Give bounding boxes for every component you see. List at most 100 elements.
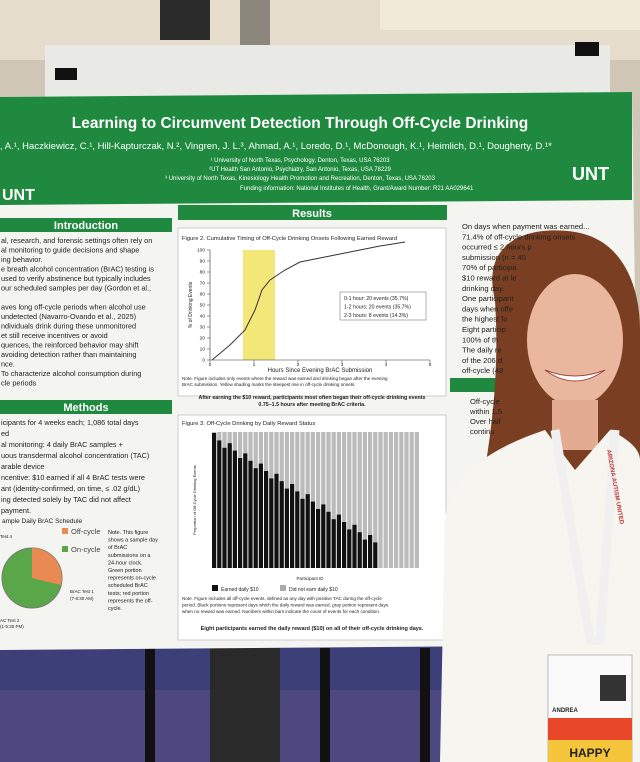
easel-leg: [420, 648, 430, 762]
pie-label: Test 4: [0, 534, 13, 539]
figure-note: when no reward was earned. Numbers withi…: [182, 609, 380, 614]
bar: [212, 433, 217, 568]
body-text: aves long off-cycle periods when alcohol…: [1, 303, 146, 312]
bar-background: [331, 432, 336, 568]
bar: [352, 524, 357, 568]
bar: [295, 491, 300, 568]
bar: [362, 539, 367, 568]
bar: [269, 478, 274, 568]
legend-swatch: [280, 585, 286, 591]
bar: [227, 443, 232, 568]
badge-stripe: [548, 740, 632, 762]
authors: , A.¹, Haczkiewicz, C.¹, Hill-Kapturczak…: [0, 141, 552, 152]
pie-label: (1-5:30 PM): [0, 624, 24, 629]
pie-label: (7-8:30 AM): [70, 596, 94, 601]
easel-leg: [320, 648, 330, 762]
legend-label: 2-3 hours: 8 events (14.3%): [344, 313, 408, 319]
axis-label: Hours Since Evening BrAC Submission: [268, 368, 373, 374]
pie-label: AC Test 2: [0, 618, 20, 623]
section-heading: Methods: [63, 402, 108, 414]
section-bar: [0, 400, 172, 414]
y-tick-label: 0: [202, 358, 205, 364]
x-tick-label: 1: [253, 362, 256, 368]
bar-background: [409, 432, 414, 568]
bar: [305, 494, 310, 568]
bar-background: [316, 432, 321, 568]
figure-note: Green portion: [108, 568, 142, 574]
body-text: 71.4% of off-cycle drinking onsets: [462, 232, 576, 241]
bar: [264, 471, 269, 568]
figure-note: tests; red portion: [108, 591, 149, 597]
axis-label: % of Drinking Events: [188, 281, 194, 328]
clip: [55, 68, 77, 80]
logo: UNT: [572, 164, 609, 184]
body-text: ing detected solely by TAC did not affec…: [1, 495, 131, 504]
body-text: al, research, and forensic settings ofte…: [1, 236, 152, 245]
body-text: Eight particip: [462, 325, 506, 334]
body-text: off-cycle (48: [462, 366, 503, 375]
bar: [248, 460, 253, 568]
finding: Eight participants earned the daily rewa…: [201, 626, 424, 632]
legend-label: 0-1 hour: 20 events (35.7%): [344, 296, 409, 302]
bar: [300, 498, 305, 568]
bar-background: [378, 432, 383, 568]
legend-swatch: [212, 585, 218, 591]
bar-background: [394, 432, 399, 568]
finding: 0.75–1.5 hours after meeting BrAC criter…: [258, 402, 366, 408]
body-text: ndividuals drink during these unmonitore…: [1, 322, 136, 331]
body-text: $10 reward at le: [462, 274, 516, 283]
body-text: days when offe: [462, 304, 513, 313]
cumulative-curve: [211, 241, 406, 361]
bar-background: [336, 432, 341, 568]
body-text: ed: [1, 429, 9, 438]
lanyard: [550, 429, 620, 645]
bar: [243, 453, 248, 568]
body-text: the highest fo: [462, 315, 508, 324]
bar: [326, 511, 331, 568]
body-text: ing behavior.: [1, 255, 42, 264]
bar: [347, 529, 352, 568]
bar-background: [326, 432, 331, 568]
badge-tag: HAPPY: [569, 746, 610, 760]
bar: [253, 468, 258, 568]
body-text: al monitoring to guide decisions and sha…: [1, 246, 139, 255]
bar-background: [414, 432, 419, 568]
schedule-title: ample Daily BrAC Schedule: [2, 518, 83, 525]
bar: [342, 522, 347, 568]
figure-note: scheduled BrAC: [108, 583, 148, 589]
face: [527, 274, 623, 406]
legend-swatch: [62, 528, 68, 534]
affiliation: ³ University of North Texas, Kinesiology…: [165, 176, 436, 182]
y-tick-label: 40: [200, 314, 206, 320]
bar: [310, 501, 315, 568]
body-text: al monitoring: 4 daily BrAC samples +: [1, 440, 123, 449]
figure-note: represents on-cycle: [108, 576, 156, 582]
clip: [575, 42, 599, 56]
bar-background: [352, 432, 357, 568]
figure-note: cycle.: [108, 606, 123, 612]
bar-background: [388, 432, 393, 568]
y-tick-label: 10: [200, 347, 206, 353]
body-text: Off-cycle: [470, 397, 500, 406]
section-bar: [178, 205, 447, 220]
body-text: of the 206 d: [462, 356, 502, 365]
body-text: used to verify abstinence but typically …: [1, 274, 151, 283]
y-tick-label: 20: [200, 336, 206, 342]
finding: After earning the $10 reward, participan…: [199, 395, 426, 401]
body-text: within 1.5: [469, 407, 502, 416]
body-text: our scheduled samples per day (Gordon et…: [1, 284, 151, 293]
pie-label: BrAC Test 1: [70, 589, 94, 594]
figure-note: Note. Figure includes only events where …: [182, 376, 388, 381]
x-tick-label: 4: [385, 362, 388, 368]
legend-label: Earned daily $10: [221, 587, 259, 593]
body-text: ant (identity-confirmed, on time, ≤ .02 …: [1, 484, 140, 493]
x-tick-label: 5: [429, 362, 432, 368]
bar: [238, 458, 243, 568]
body-text: avoiding detection rather than maintaini…: [1, 350, 137, 359]
body-text: icipants for 4 weeks each; 1,086 total d…: [1, 418, 139, 427]
easel-leg: [145, 648, 155, 762]
bar-background: [399, 432, 404, 568]
bar: [217, 440, 222, 568]
figure-note: represents the off-: [108, 598, 153, 604]
